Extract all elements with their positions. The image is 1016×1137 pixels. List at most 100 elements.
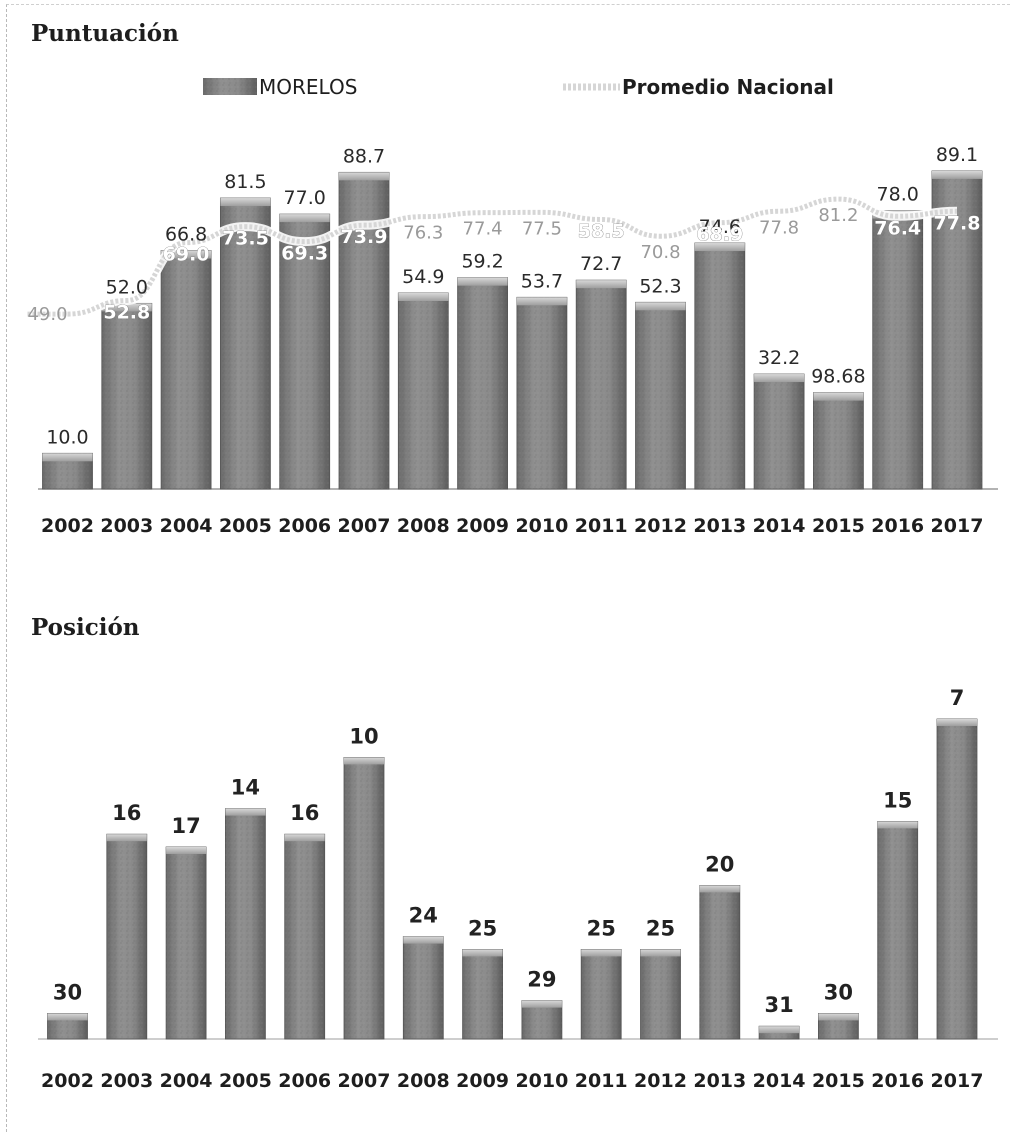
national-value-in-bar-2005: 73.5: [222, 228, 269, 250]
rank-bar-cap-2012: [640, 949, 681, 957]
legend-label-morelos: MORELOS: [259, 75, 357, 99]
bar-texture-2016: [872, 210, 923, 490]
bar-value-label-2011: 72.7: [580, 253, 622, 275]
national-value-label-2010: 77.5: [522, 218, 562, 239]
bar-texture-2003: [101, 303, 152, 489]
bar-texture-2014: [754, 374, 805, 489]
national-value-in-bar-2003: 52.8: [103, 302, 150, 324]
x-tick-label-2008: 2008: [397, 515, 450, 537]
bar-cap-2008: [398, 293, 449, 302]
rank-value-label-2015: 30: [824, 980, 853, 1004]
national-value-in-bar-2007: 73.9: [341, 226, 388, 248]
bar-cap-2012: [635, 302, 686, 311]
national-value-in-bar-2017: 77.8: [934, 212, 981, 234]
rank-bar-texture-2003: [106, 834, 147, 1039]
rank-bar-texture-2011: [581, 949, 622, 1039]
legend-label-national: Promedio Nacional: [622, 75, 834, 99]
rank-bar-cap-2014: [759, 1026, 800, 1034]
rank-x-tick-label-2008: 2008: [397, 1070, 450, 1092]
rank-bar-cap-2015: [818, 1013, 859, 1021]
bar-texture-2009: [457, 277, 508, 489]
rank-value-label-2012: 25: [646, 916, 675, 940]
chart-puntuacion: 10.0 52.0 66.8 81.5 77.0 88.7 54.9 59.2 53.7 72.7…: [27, 144, 998, 537]
bar-value-label-2013: 74.6: [699, 216, 741, 238]
rank-x-tick-label-2015: 2015: [812, 1070, 865, 1092]
rank-value-label-2013: 20: [705, 852, 734, 876]
rank-bar-texture-2006: [284, 834, 325, 1039]
rank-x-tick-label-2012: 2012: [634, 1070, 687, 1092]
bar-texture-2005: [220, 198, 271, 490]
rank-bar-cap-2003: [106, 834, 147, 842]
national-value-in-bar-2006: 69.3: [281, 243, 328, 265]
bar-cap-2015: [813, 392, 864, 401]
bar-value-label-2010: 53.7: [521, 270, 563, 292]
x-tick-label-2002: 2002: [41, 515, 94, 537]
chart-title-posicion: Posición: [31, 614, 140, 641]
rank-bar-cap-2002: [47, 1013, 88, 1021]
bar-texture-2004: [161, 250, 212, 489]
x-tick-label-2016: 2016: [871, 515, 924, 537]
national-value-label-2009: 77.4: [463, 219, 503, 240]
rank-value-label-2009: 25: [468, 916, 497, 940]
rank-bar-texture-2013: [699, 885, 740, 1039]
x-tick-label-2013: 2013: [693, 515, 746, 537]
rank-bar-cap-2010: [521, 1000, 562, 1008]
rank-x-tick-label-2010: 2010: [515, 1070, 568, 1092]
rank-x-tick-label-2009: 2009: [456, 1070, 509, 1092]
national-value-label-2002: 49.0: [27, 304, 67, 325]
bar-cap-2007: [339, 172, 389, 181]
bar-cap-2009: [457, 277, 508, 286]
rank-value-label-2010: 29: [527, 968, 556, 992]
rank-value-label-2003: 16: [112, 801, 141, 825]
bar-value-label-2002: 10.0: [46, 426, 88, 448]
rank-x-tick-label-2013: 2013: [693, 1070, 746, 1092]
rank-bar-texture-2012: [640, 949, 681, 1039]
bar-value-label-2005: 81.5: [224, 171, 266, 193]
bar-value-label-2016: 78.0: [877, 184, 919, 206]
legend: MORELOS Promedio Nacional: [203, 75, 834, 99]
bar-texture-2013: [694, 243, 745, 489]
bar-texture-2010: [516, 297, 567, 489]
bar-cap-2002: [42, 453, 93, 462]
bar-texture-2008: [398, 293, 449, 489]
x-tick-label-2017: 2017: [931, 515, 984, 537]
rank-bar-cap-2004: [166, 847, 207, 854]
bar-cap-2003: [101, 303, 152, 312]
rank-x-tick-label-2004: 2004: [160, 1070, 213, 1092]
rank-bar-texture-2016: [877, 821, 918, 1039]
national-value-in-bar-2004: 69.0: [163, 244, 210, 266]
rank-bar-cap-2007: [344, 757, 384, 765]
rank-bar-cap-2017: [937, 719, 977, 726]
x-tick-label-2003: 2003: [100, 515, 153, 537]
rank-x-tick-label-2005: 2005: [219, 1070, 272, 1092]
bar-cap-2011: [576, 280, 627, 289]
x-tick-label-2006: 2006: [278, 515, 331, 537]
rank-value-label-2002: 30: [53, 980, 82, 1004]
rank-value-label-2016: 15: [883, 788, 912, 812]
bar-value-label-2006: 77.0: [284, 187, 326, 209]
rank-x-tick-label-2017: 2017: [931, 1070, 984, 1092]
legend-swatch-texture: [203, 78, 257, 95]
bar-texture-2011: [576, 280, 627, 489]
rank-x-tick-label-2003: 2003: [100, 1070, 153, 1092]
rank-x-tick-label-2006: 2006: [278, 1070, 331, 1092]
bar-texture-2017: [932, 170, 982, 489]
bar-value-label-2004: 66.8: [165, 224, 207, 246]
national-value-label-2015: 81.2: [818, 205, 858, 226]
rank-bar-cap-2008: [403, 936, 444, 944]
rank-value-label-2011: 25: [587, 916, 616, 940]
chart-posicion: 30 16 17 14 16 10 24 25 29 25 25 20 31 30 15 7 2002 2003 2…: [38, 686, 998, 1092]
bar-cap-2017: [932, 170, 982, 179]
rank-bar-cap-2006: [284, 834, 325, 842]
rank-x-tick-label-2016: 2016: [871, 1070, 924, 1092]
x-tick-label-2004: 2004: [160, 515, 213, 537]
bar-value-label-2017: 89.1: [936, 144, 978, 166]
bar-cap-2006: [279, 214, 330, 223]
national-value-label-2014: 77.8: [759, 217, 799, 238]
x-tick-label-2009: 2009: [456, 515, 509, 537]
x-tick-label-2011: 2011: [575, 515, 628, 537]
bar-texture-2015: [813, 392, 864, 489]
bar-cap-2014: [754, 374, 805, 383]
bar-value-label-2014: 32.2: [758, 347, 800, 369]
rank-bar-texture-2009: [462, 949, 503, 1039]
